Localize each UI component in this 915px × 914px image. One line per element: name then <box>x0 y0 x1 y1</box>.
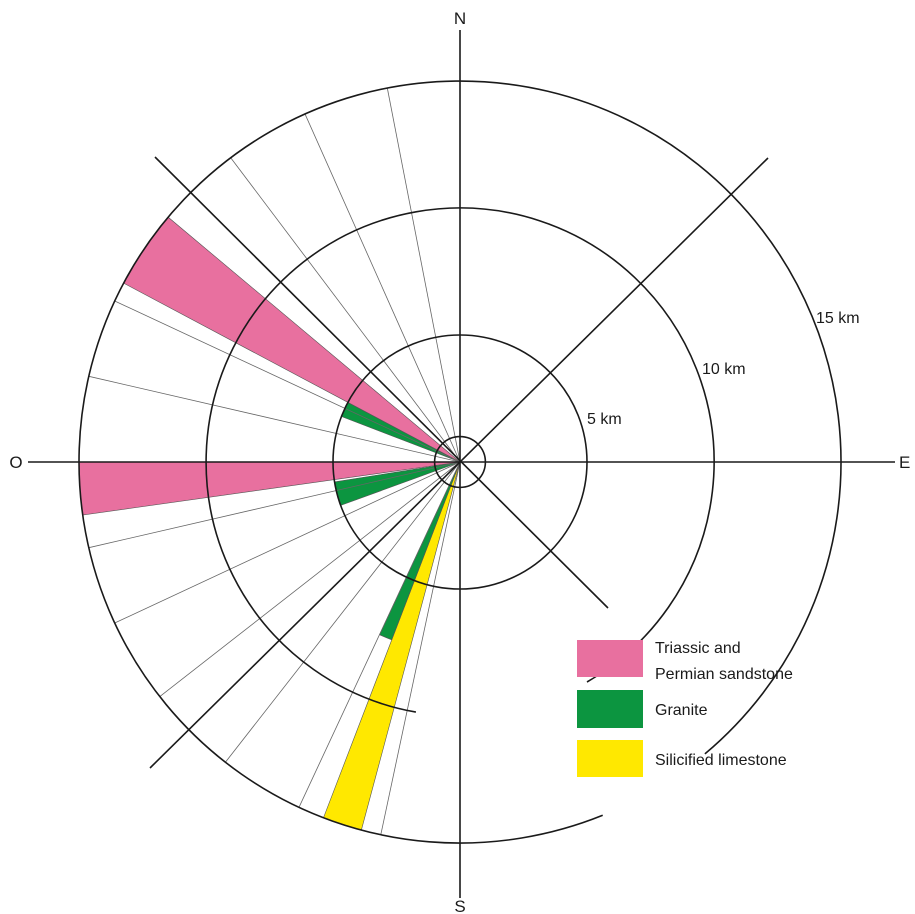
ring-10km <box>205 207 715 713</box>
legend-swatch-granite <box>577 690 643 728</box>
sector-divider-3 <box>159 461 461 697</box>
legend-label-limestone: Silicified limestone <box>655 752 787 769</box>
legend-swatch-limestone <box>577 740 643 777</box>
legend-item-granite: Granite <box>577 690 708 728</box>
legend-item-sandstone: Triassic and Permian sandstone <box>577 640 793 683</box>
sector-divider-2 <box>225 461 461 763</box>
sector-granite-4 <box>341 401 461 463</box>
ring-15km <box>78 80 842 844</box>
sector-divider-4 <box>114 461 461 624</box>
south-label: S <box>454 897 465 914</box>
ring-label-5km: 5 km <box>587 411 622 428</box>
sector-triassic-permian-sandstone-5 <box>123 216 461 463</box>
sector-divider-5 <box>88 461 461 549</box>
sector-divider-8 <box>230 157 461 463</box>
ring-label-15km: 15 km <box>816 310 860 327</box>
sector-dividers <box>88 87 461 835</box>
legend-label-sandstone-line2: Permian sandstone <box>655 666 793 683</box>
sector-divider-10 <box>386 87 461 463</box>
sector-silicified-limestone-0 <box>323 461 461 831</box>
sector-divider-0 <box>380 461 461 835</box>
diagonal-ne-sw <box>149 157 769 769</box>
diagonal-nw-se <box>154 156 609 609</box>
sector-divider-9 <box>304 113 461 463</box>
legend: Triassic and Permian sandstone Granite S… <box>577 640 793 777</box>
west-label: O <box>9 453 22 472</box>
sectors <box>78 216 461 831</box>
sector-divider-6 <box>88 375 461 463</box>
north-label: N <box>454 9 466 28</box>
ring-label-10km: 10 km <box>702 361 746 378</box>
sector-divider-7 <box>114 300 461 463</box>
sector-divider-1 <box>298 461 461 808</box>
legend-label-granite: Granite <box>655 702 708 719</box>
legend-label-sandstone-line1: Triassic and <box>655 640 741 657</box>
legend-item-limestone: Silicified limestone <box>577 740 787 777</box>
east-label: E <box>899 453 910 472</box>
legend-swatch-sandstone <box>577 640 643 677</box>
axes <box>28 30 895 898</box>
